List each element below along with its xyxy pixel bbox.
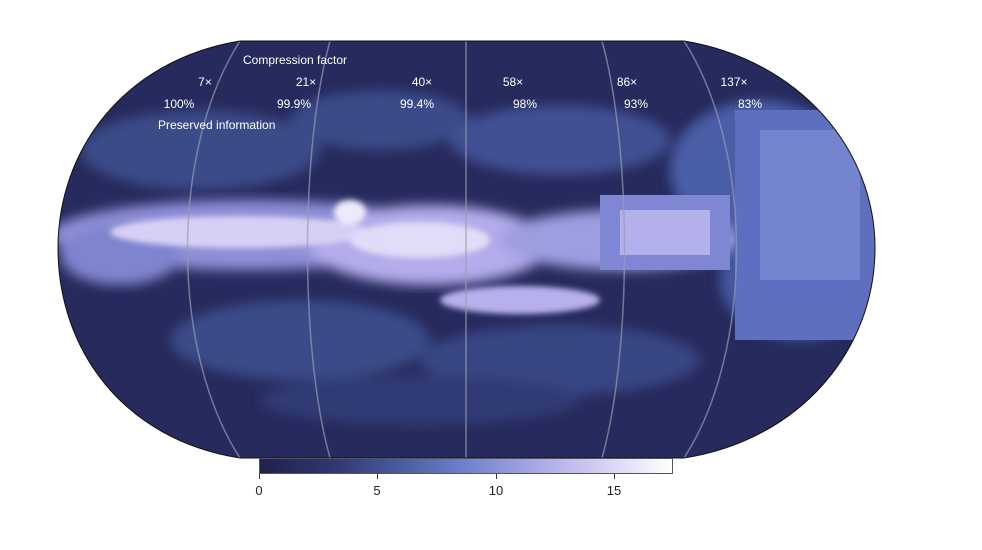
colorbar	[259, 458, 673, 474]
colorbar-tick-label: 10	[488, 483, 504, 498]
colorbar-tick	[496, 474, 497, 479]
preserved-label: 83%	[737, 97, 763, 111]
colorbar-tick-label: 15	[606, 483, 622, 498]
factor-label: 7×	[198, 75, 212, 89]
colorbar-tick-label: 0	[255, 483, 263, 498]
preserved-label: 98%	[512, 97, 538, 111]
factor-label: 86×	[616, 75, 638, 89]
globe-outline	[57, 40, 876, 459]
colorbar-tick	[377, 474, 378, 479]
compression-factor-title: Compression factor	[243, 53, 348, 67]
factor-label: 58×	[502, 75, 524, 89]
factor-label: 137×	[720, 75, 748, 89]
preserved-label: 100%	[163, 97, 195, 111]
factor-label: 40×	[411, 75, 433, 89]
colorbar-tick	[614, 474, 615, 479]
factor-label: 21×	[295, 75, 317, 89]
colorbar-tick	[259, 474, 260, 479]
preserved-label: 99.4%	[399, 97, 435, 111]
graticule	[186, 41, 738, 458]
preserved-label: 93%	[623, 97, 649, 111]
preserved-information-title: Preserved information	[158, 118, 276, 132]
colorbar-tick-label: 5	[373, 483, 381, 498]
preserved-label: 99.9%	[276, 97, 312, 111]
